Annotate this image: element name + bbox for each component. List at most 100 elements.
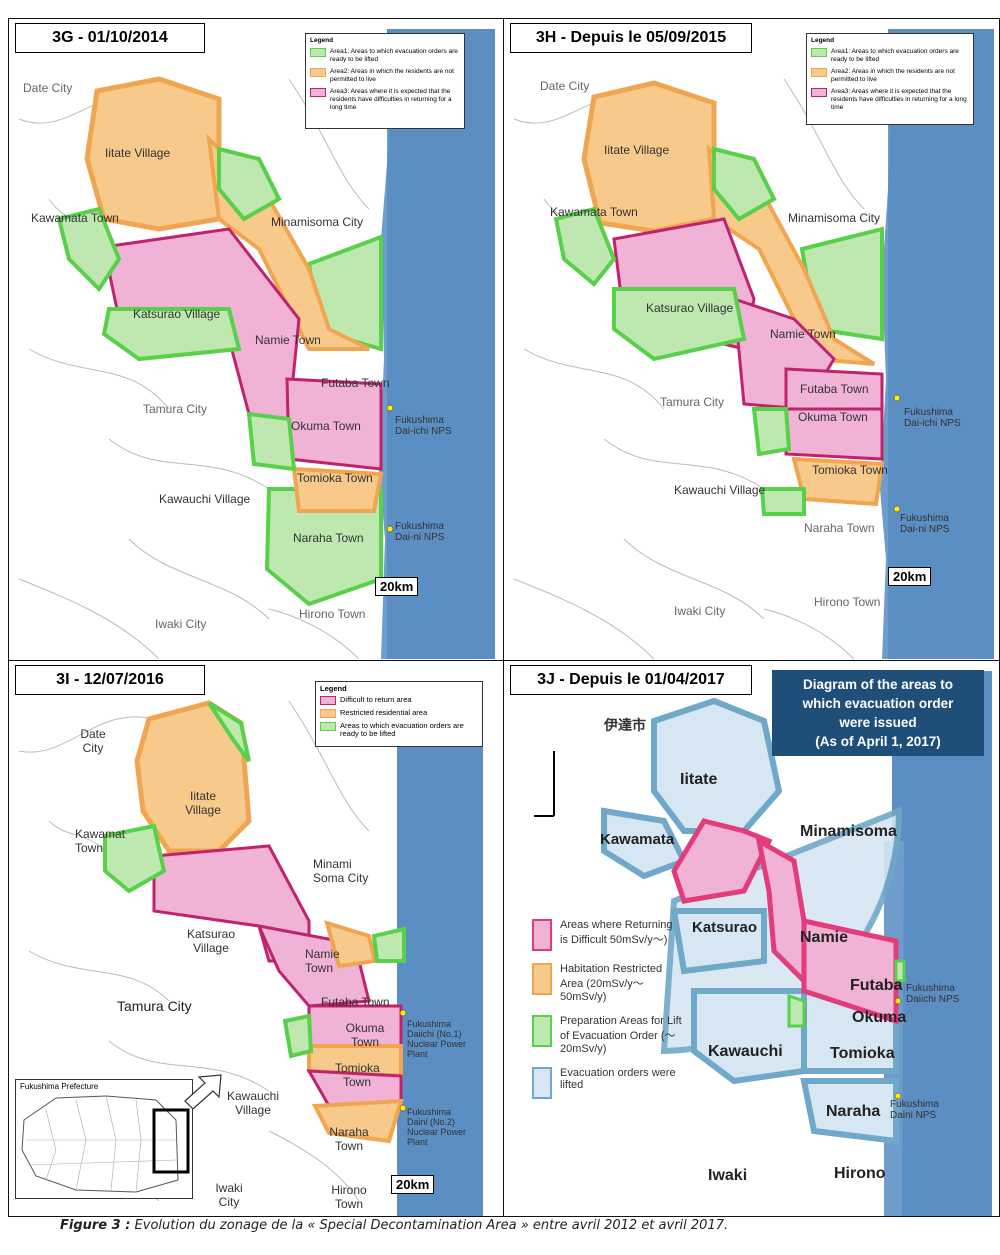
label-date: Date City: [540, 79, 590, 93]
label-naraha: Naraha Town: [804, 521, 875, 535]
label-daini: Fukushima Daini NPS: [890, 1099, 939, 1121]
legend-text: Area3: Areas where it is expected that t…: [831, 88, 967, 111]
legend-row: Preparation Areas for Lift of Evacuation…: [532, 1015, 682, 1055]
panel-3g-legend: Legend Area1: Areas to which evacuation …: [305, 33, 465, 129]
panel-3h-title: 3H - Depuis le 05/09/2015: [510, 23, 752, 53]
label-kawamata: Kawamata Town: [31, 211, 119, 225]
label-minamisoma: Minami Soma City: [313, 857, 369, 885]
banner-line: (As of April 1, 2017): [815, 734, 941, 749]
label-kawauchi: Kawauchi Village: [226, 1089, 280, 1117]
diagram-banner: Diagram of the areas to which evacuation…: [772, 670, 984, 756]
figure-caption: Figure 3 : Evolution du zonage de la « S…: [60, 1218, 728, 1233]
legend-swatch-orange: [320, 709, 336, 718]
panel-3i: 3I - 12/07/2016 Legend Difficult to retu…: [9, 661, 503, 1216]
label-tamura: Tamura City: [117, 998, 192, 1014]
label-iwaki: Iwaki City: [155, 617, 207, 631]
label-tomioka: Tomioka: [830, 1045, 895, 1062]
label-minamisoma: Minamisoma: [800, 823, 897, 840]
map-3h: [513, 29, 994, 660]
legend-swatch-green: [811, 48, 827, 57]
label-iwaki: Iwaki City: [674, 604, 726, 618]
label-jp-date-city: 伊達市: [604, 717, 646, 733]
label-tomioka: Tomioka Town: [297, 471, 373, 485]
label-iwaki: Iwaki: [708, 1167, 748, 1184]
legend-text: Areas to which evacuation orders are rea…: [340, 721, 464, 738]
label-futaba: Futaba Town: [321, 995, 390, 1009]
caption-text: Evolution du zonage de la « Special Deco…: [130, 1218, 729, 1233]
legend-text: Areas where Returning is Difficult 50mSv…: [560, 919, 673, 946]
label-iitate: Iitate Village: [604, 143, 670, 157]
legend-text: Habitation Restricted Area (20mSv/y～ 50m…: [560, 963, 663, 1003]
label-kawamata: Kawamata Town: [550, 205, 638, 219]
panel-3h-legend: Legend Area1: Areas to which evacuation …: [806, 33, 974, 125]
panel-3i-legend: Legend Difficult to return area Restrict…: [315, 681, 483, 747]
legend-text: Evacuation orders were lifted: [560, 1067, 676, 1091]
label-iwaki: Iwaki City: [215, 1181, 243, 1209]
panel-3g: 3G - 01/10/2014 Legend Area1: Areas to w…: [9, 19, 503, 660]
label-tamura: Tamura City: [660, 395, 725, 409]
legend-row: Habitation Restricted Area (20mSv/y～ 50m…: [532, 963, 682, 1003]
prefecture-inset-map: Fukushima Prefecture: [15, 1079, 193, 1199]
legend-swatch-pink: [811, 88, 827, 97]
legend-heading: Legend: [811, 37, 835, 44]
label-futaba: Futaba: [850, 977, 903, 994]
legend-row: Areas where Returning is Difficult 50mSv…: [532, 919, 682, 951]
legend-text: Restricted residential area: [340, 708, 428, 717]
label-iitate: Iitate: [680, 771, 718, 788]
legend-row: Area1: Areas to which evacuation orders …: [310, 48, 460, 64]
banner-line: Diagram of the areas to: [802, 677, 954, 692]
label-namie: Namie Town: [305, 947, 340, 975]
label-kawamata: Kawamata: [600, 831, 675, 848]
legend-swatch-orange: [811, 68, 827, 77]
legend-swatch-pink: [532, 919, 552, 951]
panel-3i-title: 3I - 12/07/2016: [15, 665, 205, 695]
label-namie: Namie Town: [770, 327, 836, 341]
label-naraha: Naraha: [826, 1103, 881, 1120]
label-date: Date City: [23, 81, 73, 95]
banner-line: which evacuation order: [802, 696, 954, 711]
legend-row: Restricted residential area: [320, 709, 478, 718]
map-3i: [18, 691, 483, 1216]
label-daiichi: Fukushima Dai-ichi NPS: [904, 407, 961, 429]
label-katsurao: Katsurao: [692, 919, 758, 936]
legend-row: Area3: Areas where it is expected that t…: [811, 88, 969, 112]
legend-swatch-orange: [532, 963, 552, 995]
label-namie: Namie Town: [255, 333, 321, 347]
label-tomioka: Tomioka Town: [335, 1061, 380, 1089]
label-katsurao: Katsurao Village: [133, 307, 221, 321]
label-kawauchi: Kawauchi: [708, 1043, 783, 1060]
label-hirono: Hirono Town: [331, 1183, 367, 1211]
legend-heading: Legend: [310, 37, 334, 44]
legend-row: Area2: Areas in which the residents are …: [310, 68, 460, 84]
legend-swatch-green: [310, 48, 326, 57]
legend-swatch-orange: [310, 68, 326, 77]
label-daini: Fukushima Daini (No.2) Nuclear Power Pla…: [407, 1107, 467, 1147]
label-iitate: Iitate Village: [185, 789, 221, 817]
legend-swatch-pink: [320, 696, 336, 705]
label-katsurao: Katsurao Village: [186, 927, 236, 955]
map-3g: [18, 29, 495, 660]
label-hirono: Hirono: [834, 1165, 886, 1182]
label-minamisoma: Minamisoma City: [788, 211, 881, 225]
label-minamisoma: Minamisoma City: [271, 215, 364, 229]
inset-outline: [21, 1095, 190, 1193]
label-daini: Fukushima Dai-ni NPS: [900, 513, 950, 535]
label-katsurao: Katsurao Village: [646, 301, 734, 315]
label-hirono: Hirono Town: [814, 595, 881, 609]
scale-bar: 20km: [391, 1175, 435, 1194]
legend-heading: Legend: [320, 684, 347, 693]
label-kawauchi: Kawauchi Village: [674, 483, 766, 497]
legend-text: Area1: Areas to which evacuation orders …: [831, 48, 959, 63]
panel-3j: 3J - Depuis le 01/04/2017 伊達市 Diagram of…: [504, 661, 999, 1216]
figure-frame: 3G - 01/10/2014 Legend Area1: Areas to w…: [8, 18, 1000, 1217]
legend-text: Preparation Areas for Lift of Evacuation…: [560, 1015, 682, 1055]
banner-line: were issued: [839, 715, 917, 730]
label-date: Date City: [80, 727, 106, 755]
label-iitate: Iitate Village: [105, 146, 171, 160]
label-daiichi: Fukushima Daiichi (No.1) Nuclear Power P…: [407, 1019, 467, 1059]
inset-title: Fukushima Prefecture: [20, 1082, 99, 1091]
map-3j: [534, 671, 992, 1216]
legend-row: Area2: Areas in which the residents are …: [811, 68, 969, 84]
label-okuma: Okuma: [852, 1009, 907, 1026]
label-kawamata: Kawamat Town: [75, 827, 126, 855]
